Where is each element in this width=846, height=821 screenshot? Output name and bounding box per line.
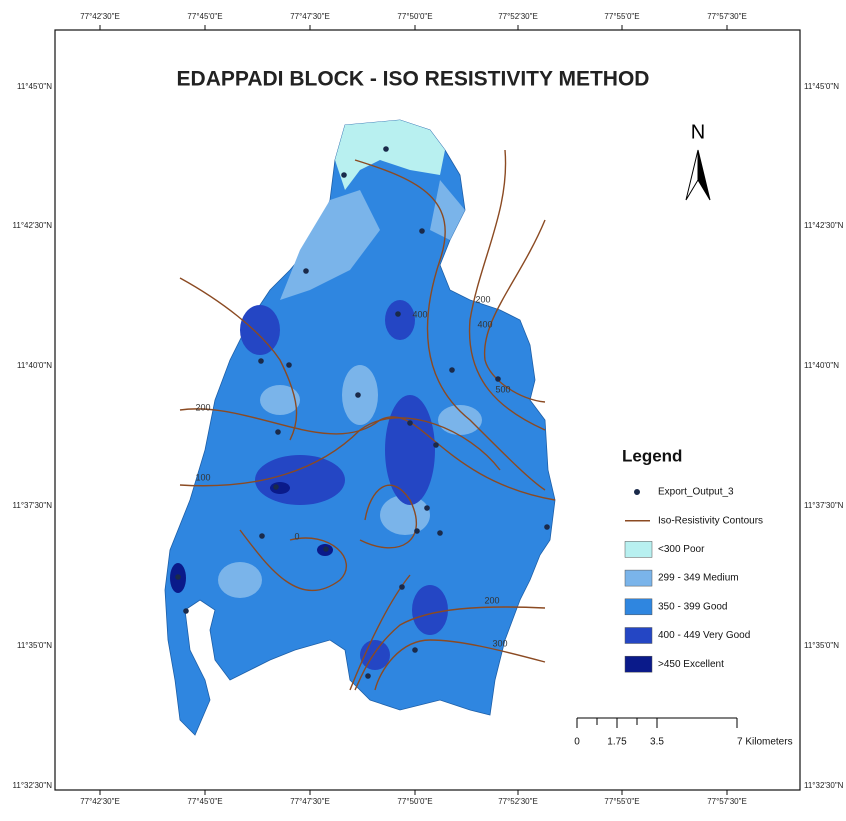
legend-label: Export_Output_3	[658, 487, 734, 498]
sample-point	[437, 530, 443, 536]
y-coord-label: 11°45'0"N	[17, 82, 52, 91]
contour-label: 0	[294, 531, 299, 541]
legend-label: 350 - 399 Good	[658, 601, 728, 612]
map: EDAPPADI BLOCK - ISO RESISTIVITY METHOD	[0, 0, 846, 816]
sample-point	[323, 546, 329, 552]
sample-point	[399, 584, 405, 590]
legend-label: 299 - 349 Medium	[658, 573, 739, 584]
sample-point	[414, 528, 420, 534]
sample-point	[424, 505, 430, 511]
x-coord-label: 77°50'0"E	[397, 12, 432, 21]
legend-swatch	[625, 628, 652, 644]
x-coord-label: 77°52'30"E	[498, 12, 538, 21]
y-coord-label: 11°32'30"N	[13, 781, 53, 790]
legend-swatch	[625, 541, 652, 557]
sample-point	[407, 420, 413, 426]
scale-label: 0	[574, 737, 580, 748]
legend-label: 400 - 449 Very Good	[658, 630, 750, 641]
legend-symbol	[634, 489, 640, 495]
sample-point	[412, 647, 418, 653]
x-coord-label: 77°55'0"E	[604, 797, 639, 806]
y-coord-label: 11°42'30"N	[804, 221, 844, 230]
y-coord-label: 11°37'30"N	[804, 501, 844, 510]
x-coord-label: 77°52'30"E	[498, 797, 538, 806]
y-coord-label: 11°35'0"N	[17, 641, 52, 650]
x-coord-label: 77°47'30"E	[290, 12, 330, 21]
scale-label: 3.5	[650, 737, 664, 748]
y-coord-label: 11°35'0"N	[804, 641, 839, 650]
sample-point	[175, 574, 181, 580]
x-coord-label: 77°47'30"E	[290, 797, 330, 806]
x-coord-label: 77°57'30"E	[707, 797, 747, 806]
north-label: N	[691, 121, 705, 143]
x-coord-label: 77°55'0"E	[604, 12, 639, 21]
sample-point	[419, 228, 425, 234]
contour-label: 100	[195, 472, 210, 482]
sample-point	[273, 484, 279, 490]
sample-point	[383, 146, 389, 152]
legend-label: Iso-Resistivity Contours	[658, 515, 763, 526]
legend-swatch	[625, 570, 652, 586]
x-coord-label: 77°57'30"E	[707, 12, 747, 21]
sample-point	[341, 172, 347, 178]
sample-point	[286, 362, 292, 368]
sample-point	[258, 358, 264, 364]
sample-point	[449, 367, 455, 373]
contour-label: 200	[195, 402, 210, 412]
y-coord-label: 11°32'30"N	[804, 781, 844, 790]
contour-label: 300	[492, 638, 507, 648]
sample-point	[355, 392, 361, 398]
sample-point	[303, 268, 309, 274]
map-title: EDAPPADI BLOCK - ISO RESISTIVITY METHOD	[177, 68, 650, 91]
y-coord-label: 11°37'30"N	[13, 501, 53, 510]
x-coord-label: 77°50'0"E	[397, 797, 432, 806]
x-coord-label: 77°45'0"E	[187, 12, 222, 21]
sample-point	[544, 524, 550, 530]
sample-point	[275, 429, 281, 435]
x-coord-label: 77°45'0"E	[187, 797, 222, 806]
sample-point	[365, 673, 371, 679]
scale-label: 7 Kilometers	[737, 737, 793, 748]
sample-point	[433, 442, 439, 448]
legend-swatch	[625, 656, 652, 672]
y-coord-label: 11°40'0"N	[17, 361, 52, 370]
x-coord-label: 77°42'30"E	[80, 797, 120, 806]
y-coord-label: 11°40'0"N	[804, 361, 839, 370]
legend-title: Legend	[622, 446, 682, 465]
x-coord-label: 77°42'30"E	[80, 12, 120, 21]
contour-label: 400	[412, 309, 427, 319]
sample-point	[395, 311, 401, 317]
legend-label: <300 Poor	[658, 544, 705, 555]
contour-label: 200	[484, 595, 499, 605]
contour-label: 500	[495, 384, 510, 394]
y-coord-label: 11°45'0"N	[804, 82, 839, 91]
sample-point	[259, 533, 265, 539]
legend-label: >450 Excellent	[658, 659, 724, 670]
sample-point	[183, 608, 189, 614]
sample-point	[495, 376, 501, 382]
legend-swatch	[625, 599, 652, 615]
scale-label: 1.75	[607, 737, 627, 748]
contour-label: 200	[475, 294, 490, 304]
y-coord-label: 11°42'30"N	[13, 221, 53, 230]
contour-label: 400	[477, 319, 492, 329]
